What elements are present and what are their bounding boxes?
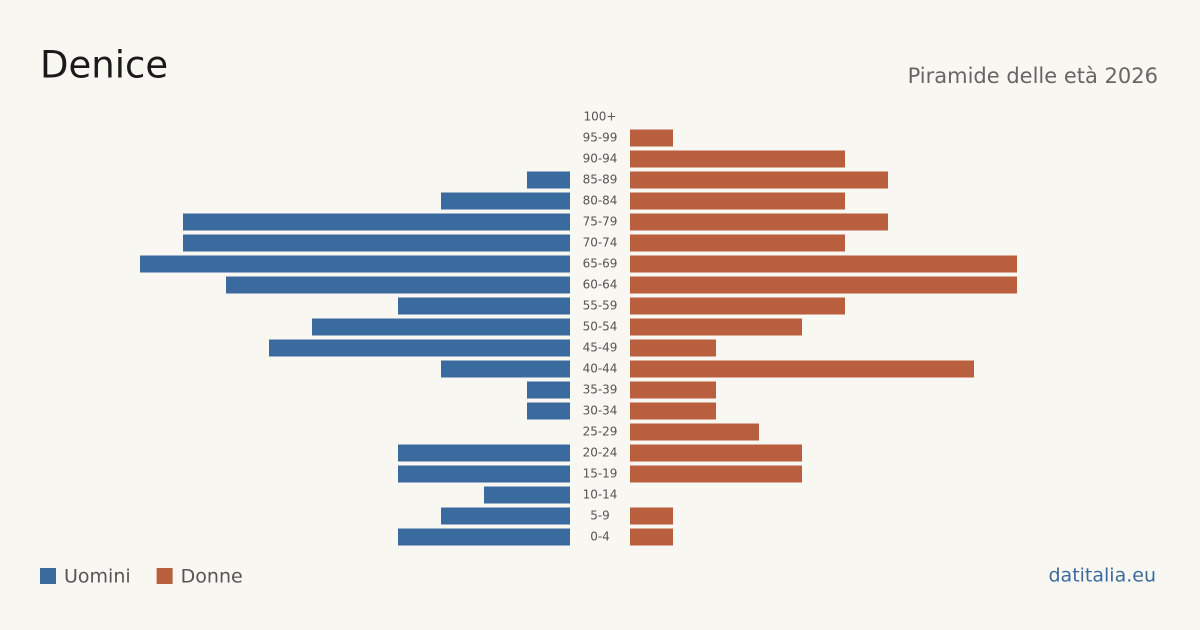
age-label: 30-34 [583, 404, 618, 418]
bar [630, 276, 1017, 294]
bar [183, 213, 570, 231]
age-label: 35-39 [583, 383, 618, 397]
bar [441, 192, 570, 210]
age-label: 15-19 [583, 467, 618, 481]
bar [484, 486, 570, 504]
bar [183, 234, 570, 252]
bar [630, 402, 716, 420]
age-label: 45-49 [583, 341, 618, 355]
age-label: 25-29 [583, 425, 618, 439]
age-label: 75-79 [583, 215, 618, 229]
age-label: 0-4 [590, 530, 610, 544]
legend-label: Uomini [64, 566, 131, 588]
source: datitalia.eu [1049, 565, 1157, 587]
age-label: 50-54 [583, 320, 618, 334]
bar [630, 234, 845, 252]
bar [630, 339, 716, 357]
age-label: 80-84 [583, 194, 618, 208]
legend-swatch [40, 568, 56, 584]
bar [441, 360, 570, 378]
bar [630, 255, 1017, 273]
age-label: 5-9 [590, 509, 610, 523]
bar [630, 465, 802, 483]
bar [630, 129, 673, 147]
bar [630, 507, 673, 525]
age-label: 95-99 [583, 131, 618, 145]
bar [398, 465, 570, 483]
age-label: 20-24 [583, 446, 618, 460]
bar [630, 423, 759, 441]
bar [527, 402, 570, 420]
bar [630, 213, 888, 231]
age-label: 85-89 [583, 173, 618, 187]
age-label: 90-94 [583, 152, 618, 166]
bar [630, 171, 888, 189]
bar [140, 255, 570, 273]
bar [398, 444, 570, 462]
age-label: 65-69 [583, 257, 618, 271]
age-label: 10-14 [583, 488, 618, 502]
age-label: 70-74 [583, 236, 618, 250]
bar [630, 318, 802, 336]
bar [630, 360, 974, 378]
bar [527, 381, 570, 399]
bar [630, 150, 845, 168]
age-label: 60-64 [583, 278, 618, 292]
legend-label: Donne [181, 566, 243, 588]
bar [312, 318, 570, 336]
chart-title: Denice [40, 44, 168, 87]
bar [398, 528, 570, 546]
bar [630, 297, 845, 315]
bar [226, 276, 570, 294]
age-label: 55-59 [583, 299, 618, 313]
bar [630, 444, 802, 462]
bar [269, 339, 570, 357]
age-label: 100+ [584, 110, 617, 124]
bar [398, 297, 570, 315]
legend-swatch [156, 568, 173, 584]
bar [630, 192, 845, 210]
chart-subtitle: Piramide delle età 2026 [908, 64, 1158, 88]
bar [527, 171, 570, 189]
bar [630, 528, 673, 546]
age-label: 40-44 [583, 362, 618, 376]
bar [630, 381, 716, 399]
bar [441, 507, 570, 525]
